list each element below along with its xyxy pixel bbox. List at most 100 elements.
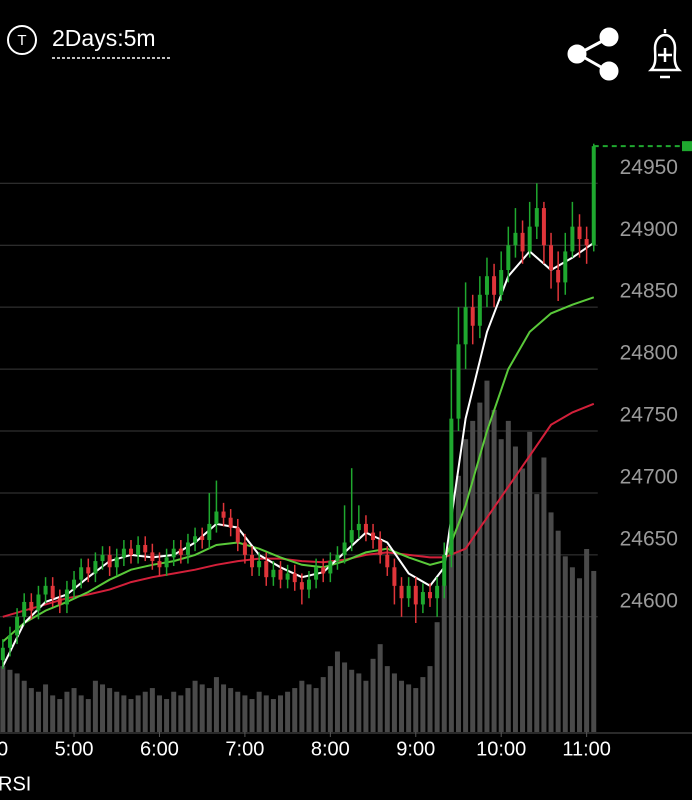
candle-body [235,527,240,543]
volume-bar [427,666,433,732]
candle-body [321,567,326,574]
candle-body [342,542,347,555]
share-icon[interactable] [567,27,619,81]
candle-body [86,567,91,574]
volume-bar [121,695,127,732]
volume-bar [71,688,77,732]
candle-body [214,511,219,524]
candle-body [292,573,297,583]
candle-body [314,567,319,580]
volume-bar [263,695,269,732]
volume-bar [562,556,568,732]
candle-body [570,226,575,252]
volume-bar [199,684,205,732]
volume-bar [399,680,405,732]
volume-bar [569,567,575,732]
candle-body [143,544,148,553]
volume-bar [35,691,41,732]
share-dot [599,27,619,47]
volume-bar [591,570,597,732]
volume-bar [413,688,419,732]
candle-body [221,511,226,518]
candle-body [257,561,262,568]
volume-bar [384,666,390,732]
candle-body [185,542,190,555]
alert-icon[interactable] [647,29,683,79]
volume-bar [306,684,312,732]
volume-bar [7,669,13,732]
volume-bar [249,699,255,732]
bell-plus [658,48,672,62]
candle-body [413,585,418,605]
volume-bar [0,666,6,732]
candle-body [15,616,20,636]
volume-bar [420,677,426,732]
candle-body [463,307,468,345]
volume-bar [221,684,227,732]
y-tick-label: 24900 [620,218,678,241]
volume-bar [100,684,106,732]
candle-body [207,523,212,541]
candle-body [349,530,354,543]
volume-bar [142,691,148,732]
volume-bar [320,677,326,732]
candle-body [328,561,333,574]
volume-bar [185,688,191,732]
volume-bar [299,680,305,732]
volume-bar [463,439,469,732]
volume-bar [292,688,298,732]
moving-average-line [2,296,595,643]
candle-body [193,536,198,543]
candle-body [128,548,133,555]
candle-body [72,579,77,590]
volume-bar [14,673,20,732]
candle-body [556,270,561,283]
symbol-button[interactable]: T [7,25,37,55]
volume-bar [64,691,70,732]
candle-body [57,598,62,605]
candle-body [534,208,539,227]
timeframe[interactable]: 2Days:5m [52,25,156,51]
volume-bar [342,662,348,732]
volume-bar [171,691,177,732]
candle-body [392,567,397,586]
symbol-circle [7,25,37,55]
candle-body [549,245,554,271]
candle-body [250,554,255,568]
candle-body [577,226,582,240]
candle-body [306,579,311,590]
candle-body [513,232,518,246]
candle-body [242,542,247,555]
candle-body [178,548,183,555]
candle-body [0,647,5,661]
volume-bar [57,699,63,732]
candle-body [420,592,425,605]
volume-bar [441,585,447,732]
volume-bar [313,688,319,732]
moving-average-line [2,402,595,618]
candle-body [100,554,105,562]
volume-bar [128,699,134,732]
bell [647,29,683,72]
volume-bar [377,644,383,732]
volume-bar [520,468,526,732]
candle-body [7,635,12,648]
volume-bar [363,680,369,732]
x-tick-label: 11:00 [562,738,611,760]
candle-body [442,554,447,586]
candle-body [200,536,205,541]
volume-bar [448,530,454,732]
candle-body [506,245,511,271]
candle-body [121,548,126,558]
x-tick-label: 10:00 [476,738,526,760]
volume-bar [406,684,412,732]
volume-bar [477,402,483,732]
candle-body [399,585,404,599]
volume-bar [50,695,56,732]
candle-body [171,548,176,558]
volume-bar [527,431,533,732]
volume-bar [78,695,84,732]
volume-bar [164,699,170,732]
volume-bar [156,695,162,732]
candle-body [285,573,290,580]
